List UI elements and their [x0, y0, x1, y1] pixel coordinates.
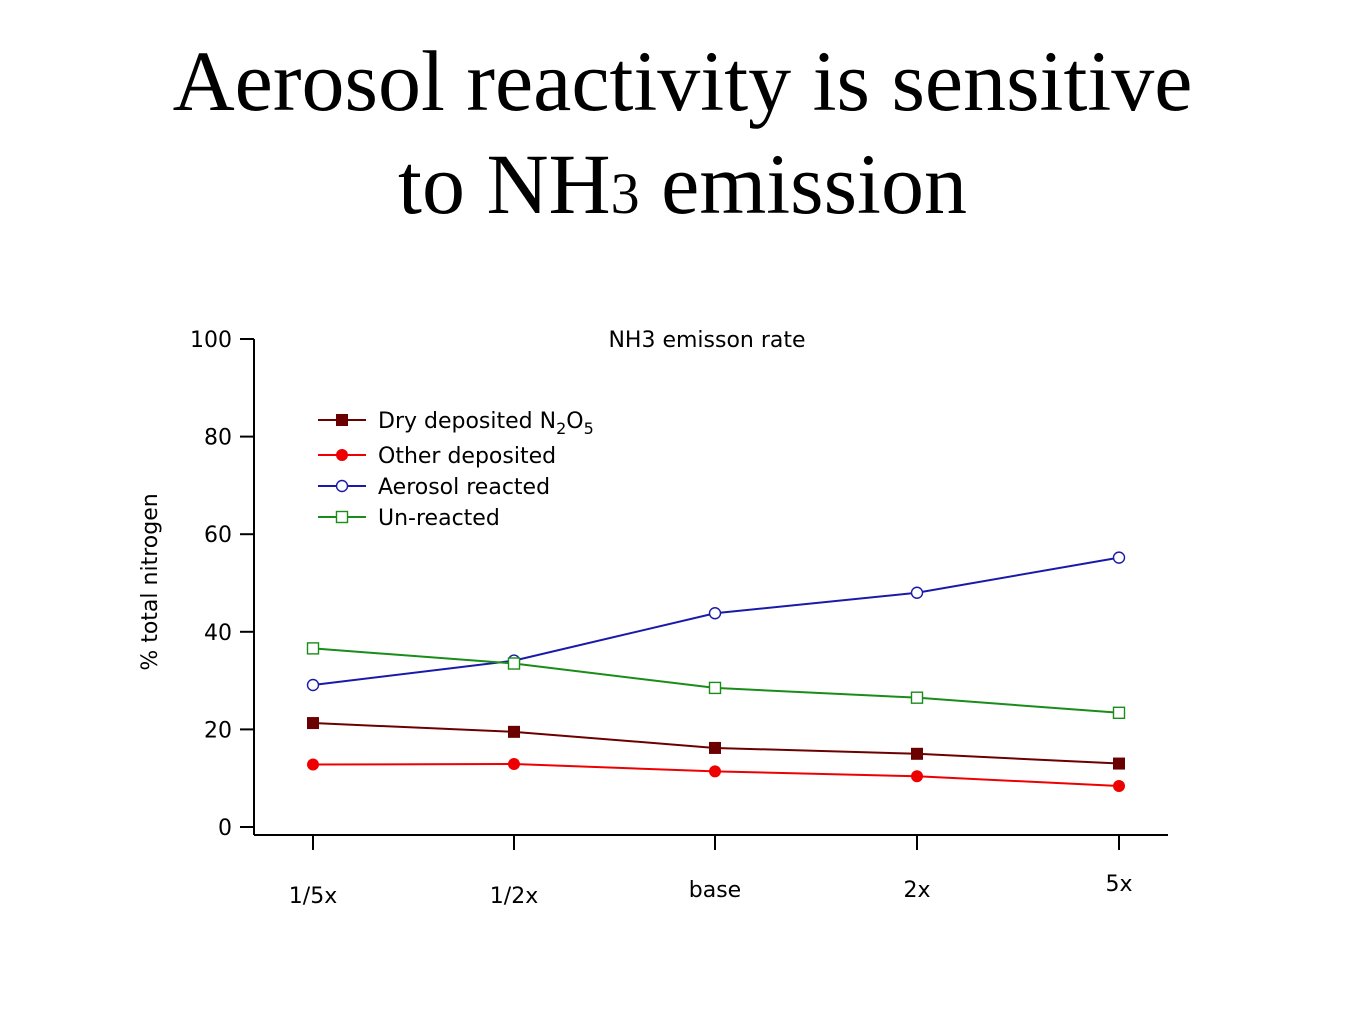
axes: 0 20 40 60 80 100 1/5x 1/2x base 2x 5x [190, 328, 1168, 909]
data-point [708, 607, 722, 620]
series-2 [306, 551, 1126, 692]
chart-title: NH3 emisson rate [608, 328, 805, 353]
data-point [1113, 757, 1125, 770]
legend-label-part: O [566, 409, 583, 434]
legend-marker [335, 510, 349, 524]
data-point [1112, 551, 1126, 564]
y-tick-label: 80 [204, 426, 232, 451]
y-tick-label: 100 [190, 328, 232, 353]
slide-title-prefix: to NH [398, 136, 611, 232]
x-tick-label: 1/5x [289, 884, 337, 909]
series-line [312, 647, 1120, 714]
series-0 [307, 717, 1125, 770]
data-point [507, 657, 521, 670]
series-line [312, 556, 1120, 686]
legend-label-part: Dry deposited N [378, 409, 556, 434]
legend-label-subscript: 5 [584, 419, 594, 438]
legend-marker [336, 449, 348, 461]
data-point [1112, 706, 1126, 720]
y-tick-label: 20 [204, 718, 232, 743]
y-tick-label: 60 [204, 523, 232, 548]
data-point [508, 725, 520, 738]
slide-title-suffix: emission [639, 136, 967, 232]
legend-label: Dry deposited N2O5 [378, 409, 594, 438]
data-point [910, 586, 924, 599]
data-point [1113, 780, 1125, 793]
data-point [709, 765, 721, 778]
x-tick-label: 2x [903, 878, 930, 903]
x-tick-label: 1/2x [490, 884, 538, 909]
legend-item-2: Aerosol reacted [318, 475, 550, 500]
series-1 [307, 758, 1125, 793]
x-tick-label: 5x [1105, 872, 1132, 897]
series-3 [306, 642, 1126, 720]
data-point [708, 681, 722, 695]
data-point [911, 747, 923, 760]
slide-title-subscript: 3 [610, 161, 640, 226]
data-point [910, 691, 924, 704]
slide-title-line-2: to NH3 emission [0, 133, 1365, 245]
slide-title: Aerosol reactivity is sensitive to NH3 e… [0, 30, 1365, 245]
y-axis-label: % total nitrogen [138, 493, 163, 670]
data-point [911, 770, 923, 783]
data-point [306, 642, 320, 655]
legend-label-subscript: 2 [556, 419, 566, 438]
legend: Dry deposited N2O5 Other deposited Aerosol… [318, 409, 594, 531]
legend-marker [335, 479, 349, 493]
data-point [709, 741, 721, 754]
legend-item-3: Un-reacted [318, 506, 500, 531]
legend-item-1: Other deposited [318, 444, 556, 469]
data-point [307, 758, 319, 771]
legend-label: Other deposited [378, 444, 556, 469]
legend-label: Un-reacted [378, 506, 500, 531]
legend-label: Aerosol reacted [378, 475, 550, 500]
data-point [307, 717, 319, 730]
x-tick-label: base [689, 878, 741, 903]
data-point [508, 758, 520, 771]
data-point [306, 678, 320, 692]
legend-item-0: Dry deposited N2O5 [318, 409, 594, 438]
legend-marker [336, 414, 348, 426]
series-layer [306, 551, 1126, 793]
slide-title-line-1: Aerosol reactivity is sensitive [172, 33, 1193, 129]
y-tick-label: 0 [218, 816, 232, 841]
y-tick-label: 40 [204, 621, 232, 646]
